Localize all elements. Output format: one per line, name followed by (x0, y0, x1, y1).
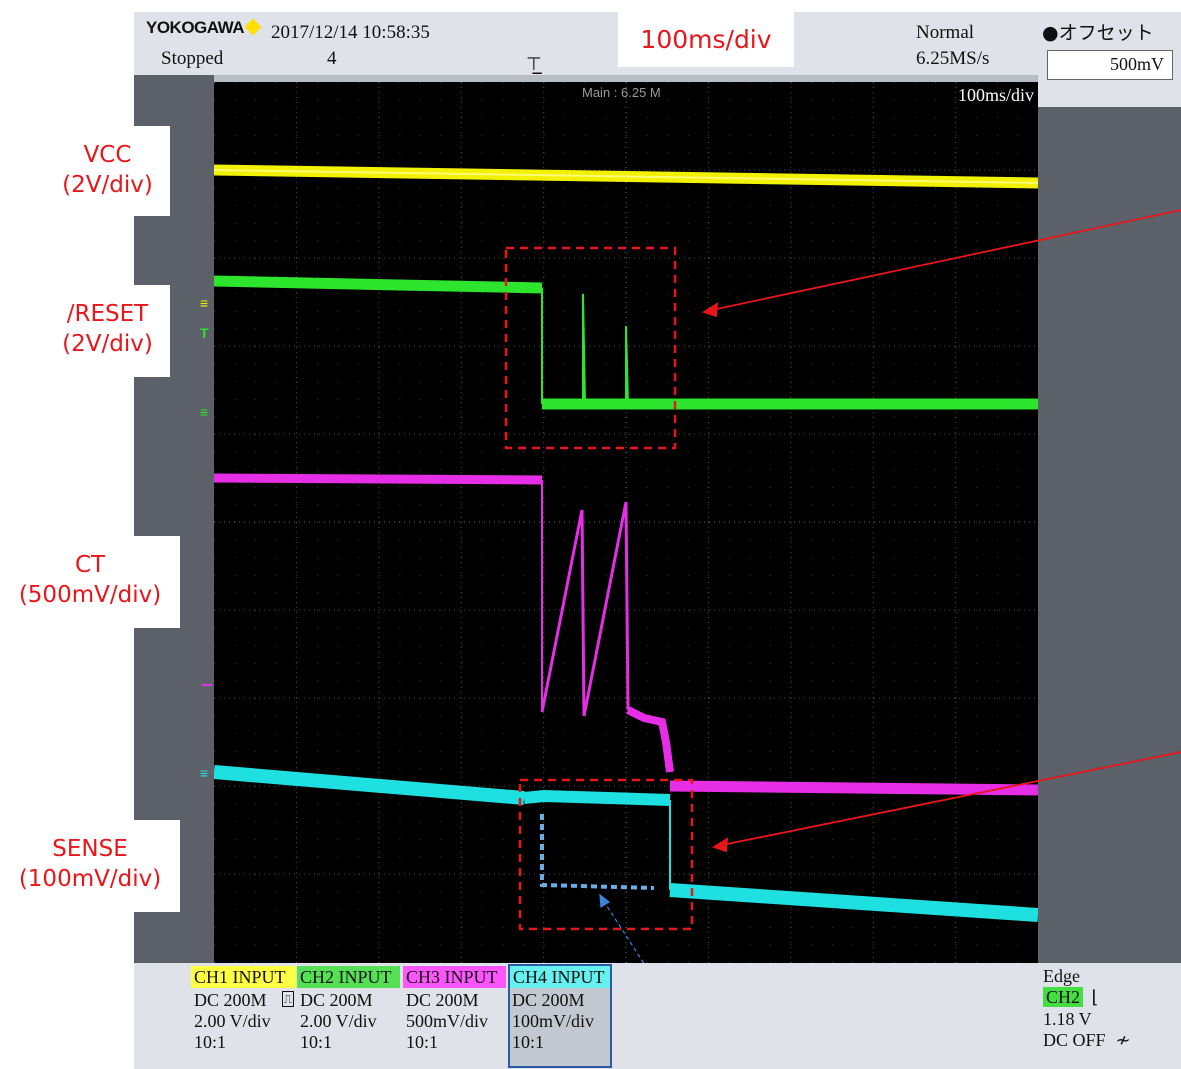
ch3-title: CH3 INPUT (406, 967, 498, 987)
label-reset-name: /RESET (66, 301, 149, 327)
ch1-probe: 10:1 (194, 1032, 227, 1052)
ch1-vdiv: 2.00 V/div (194, 1011, 271, 1031)
label-vcc: VCC (2V/div) (45, 126, 170, 216)
trigger-mode: Normal (916, 22, 975, 43)
screen-time-div: 100ms/div (957, 85, 1034, 105)
sense-annotation-box (518, 778, 694, 931)
label-reset: /RESET (2V/div) (45, 285, 170, 377)
ch2-vdiv: 2.00 V/div (300, 1011, 377, 1031)
sense-trace (214, 765, 1038, 922)
trigger-mark-icon: ⊤̲ (526, 54, 542, 74)
ch1-edge-icon: ⎍ (281, 991, 294, 1007)
label-ct-scale: (500mV/div) (18, 582, 162, 608)
ch1-ground-marker-icon: ≡ (200, 295, 209, 311)
ch2-coupling: DC 200M (300, 990, 373, 1010)
ch2-title: CH2 INPUT (300, 967, 392, 987)
ch4-probe: 10:1 (512, 1032, 545, 1052)
ch2-header[interactable]: CH2 INPUT (297, 966, 400, 988)
brand-logo: YOKOGAWA (146, 18, 245, 37)
label-sense-name: SENSE (52, 836, 128, 862)
noise-filter-icon: ≁ (1115, 1030, 1131, 1050)
label-vcc-name: VCC (83, 142, 132, 168)
right-menu-panel (1038, 75, 1181, 963)
acq-count: 4 (327, 48, 337, 69)
ch4-info: DC 200M 100mV/div 10:1 (512, 990, 594, 1053)
sense-dotted-overlay (540, 814, 655, 890)
label-ct: CT (500mV/div) (0, 536, 180, 628)
ch3-probe: 10:1 (406, 1032, 439, 1052)
ch2-info: DC 200M 2.00 V/div 10:1 (300, 990, 377, 1053)
trigger-level: 1.18 V (1043, 1009, 1092, 1029)
trigger-coupling: DC OFF (1043, 1030, 1106, 1050)
ch3-ground-marker-icon (202, 684, 212, 686)
acq-status: Stopped (161, 48, 224, 69)
trigger-source: CH2 (1043, 987, 1084, 1007)
main-record-length: Main : 6.25 M (582, 85, 661, 100)
sample-rate: 6.25MS/s (916, 48, 990, 69)
label-ct-name: CT (74, 552, 106, 578)
datetime: 2017/12/14 10:58:35 (271, 22, 430, 43)
ct-trace (214, 473, 1038, 796)
label-sense-scale: (100mV/div) (18, 866, 162, 892)
waveform-display[interactable]: Main : 6.25 M 100ms/div (214, 82, 1038, 963)
ch1-info: DC 200M 2.00 V/div 10:1 (194, 990, 271, 1053)
ch3-coupling: DC 200M (406, 990, 479, 1010)
offset-value: 500mV (1110, 54, 1164, 74)
ch4-vdiv: 100mV/div (512, 1011, 595, 1031)
offset-softkey[interactable]: ●オフセット 500mV (1038, 12, 1181, 107)
falling-edge-icon: ⌊ (1091, 987, 1099, 1007)
time-div-callout: 100ms/div (618, 12, 794, 67)
reset-annotation-box (504, 246, 677, 450)
label-vcc-scale: (2V/div) (62, 172, 153, 198)
ch3-info: DC 200M 500mV/div 10:1 (406, 990, 488, 1053)
ch4-coupling: DC 200M (512, 990, 585, 1010)
trigger-level-marker-icon: T (200, 325, 209, 341)
time-div-callout-text: 100ms/div (640, 25, 772, 54)
ch3-header[interactable]: CH3 INPUT (403, 966, 506, 988)
ch4-title: CH4 INPUT (513, 967, 605, 987)
ch3-vdiv: 500mV/div (406, 1011, 489, 1031)
ch1-coupling: DC 200M (194, 990, 267, 1010)
channel-marker-strip (134, 75, 214, 963)
label-reset-scale: (2V/div) (62, 331, 153, 357)
reset-trace (214, 275, 1038, 410)
trigger-type: Edge (1043, 966, 1080, 986)
ch4-header[interactable]: CH4 INPUT (510, 966, 610, 988)
offset-value-field[interactable]: 500mV (1047, 50, 1173, 80)
trigger-info[interactable]: Edge CH2 ⌊ 1.18 V DC OFF ≁ (1043, 966, 1131, 1051)
ch1-title: CH1 INPUT (194, 967, 286, 987)
ch1-header[interactable]: CH1 INPUT ⎍ (191, 966, 296, 1007)
ch2-probe: 10:1 (300, 1032, 333, 1052)
ch2-ground-marker-icon: ≡ (200, 404, 209, 420)
label-sense: SENSE (100mV/div) (0, 820, 180, 912)
ch4-ground-marker-icon: ≡ (200, 765, 209, 781)
offset-label: ●オフセット (1042, 22, 1154, 44)
